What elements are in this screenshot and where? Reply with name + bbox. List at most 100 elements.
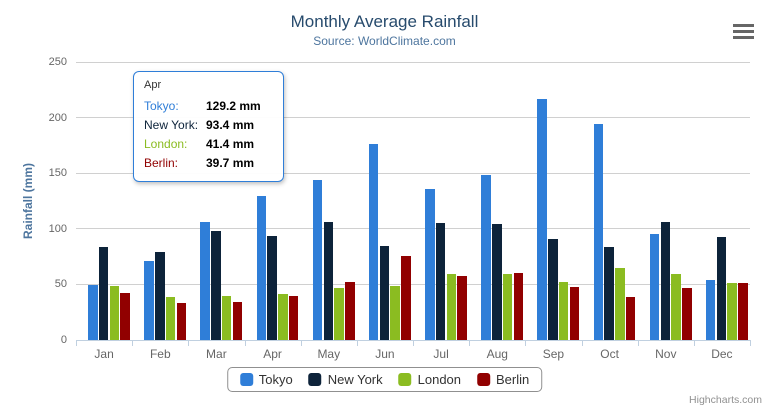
bar-berlin-jan[interactable] <box>120 292 130 340</box>
export-menu-button[interactable] <box>729 22 757 44</box>
legend-label: London <box>417 372 462 387</box>
legend-item-tokyo[interactable]: Tokyo <box>239 372 293 387</box>
x-axis-label: Feb <box>149 347 171 361</box>
bar-tokyo-oct[interactable] <box>593 124 603 340</box>
bar-new-york-oct[interactable] <box>604 247 614 340</box>
gridline <box>76 283 750 285</box>
tooltip-row: New York: 93.4 mm <box>144 116 273 135</box>
credits-link[interactable]: Highcharts.com <box>689 394 762 406</box>
bar-berlin-jun[interactable] <box>401 256 411 340</box>
x-axis-tick <box>469 341 471 346</box>
y-axis-label: 50 <box>54 278 67 291</box>
bar-tokyo-nov[interactable] <box>649 233 660 340</box>
gridline <box>76 117 750 119</box>
legend-item-london[interactable]: London <box>398 372 462 387</box>
y-axis-label: 100 <box>48 222 67 235</box>
bar-new-york-sep[interactable] <box>548 238 558 340</box>
bar-new-york-apr[interactable] <box>267 236 277 340</box>
hamburger-icon <box>732 24 754 39</box>
bar-tokyo-jul[interactable] <box>425 189 435 340</box>
bar-berlin-may[interactable] <box>345 281 355 340</box>
tooltip-series-label: Berlin: <box>144 156 179 170</box>
legend-item-berlin[interactable]: Berlin <box>477 372 529 387</box>
x-axis-tick <box>76 341 77 346</box>
x-axis-label: Sep <box>542 347 565 361</box>
bar-new-york-nov[interactable] <box>660 221 670 340</box>
x-axis-label: Jul <box>433 347 449 361</box>
bar-tokyo-may[interactable] <box>312 179 323 340</box>
tooltip-row: Tokyo: 129.2 mm <box>144 97 273 116</box>
bar-london-mar[interactable] <box>221 296 232 340</box>
x-axis-tick <box>413 341 414 346</box>
bar-tokyo-jan[interactable] <box>88 284 98 340</box>
bar-berlin-oct[interactable] <box>625 296 636 340</box>
bar-tokyo-sep[interactable] <box>537 99 547 340</box>
bar-berlin-dec[interactable] <box>738 283 748 340</box>
bar-london-jun[interactable] <box>390 286 400 340</box>
x-axis-tick <box>525 341 527 346</box>
bar-new-york-dec[interactable] <box>716 237 727 340</box>
tooltip: Apr Tokyo: 129.2 mm New York: 93.4 mm London… <box>133 71 284 182</box>
bar-berlin-feb[interactable] <box>176 303 187 340</box>
tooltip-series-value: 39.7 mm <box>206 156 255 170</box>
bar-tokyo-jun[interactable] <box>368 144 379 340</box>
y-axis-label: 250 <box>48 56 67 68</box>
legend-swatch-icon <box>308 373 322 386</box>
bar-berlin-nov[interactable] <box>682 288 692 340</box>
x-axis-label: Aug <box>486 347 508 361</box>
bar-new-york-jan[interactable] <box>98 247 109 340</box>
bar-london-jul[interactable] <box>446 274 457 340</box>
bar-berlin-sep[interactable] <box>569 287 580 340</box>
bar-london-apr[interactable] <box>278 294 288 340</box>
x-axis-label: Nov <box>655 347 677 361</box>
x-axis-tick <box>581 341 583 346</box>
bar-london-aug[interactable] <box>502 273 513 340</box>
tooltip-row: London: 41.4 mm <box>144 135 273 154</box>
bar-london-dec[interactable] <box>727 283 737 340</box>
tooltip-series-label: New York: <box>144 118 199 132</box>
legend-item-new-york[interactable]: New York <box>308 372 383 387</box>
bar-new-york-feb[interactable] <box>155 252 165 340</box>
x-axis-label: Dec <box>711 347 733 361</box>
gridline <box>76 228 750 230</box>
bar-berlin-apr[interactable] <box>288 295 299 340</box>
legend-swatch-icon <box>398 373 412 386</box>
bar-tokyo-apr[interactable] <box>256 196 266 340</box>
tooltip-row: Berlin: 39.7 mm <box>144 154 273 173</box>
bar-london-sep[interactable] <box>558 281 569 340</box>
x-axis-tick <box>188 341 190 346</box>
tooltip-series-label: Tokyo: <box>144 99 179 113</box>
bar-tokyo-feb[interactable] <box>144 260 154 340</box>
y-axis-label: 150 <box>48 167 67 180</box>
bar-new-york-may[interactable] <box>323 222 333 340</box>
bar-london-feb[interactable] <box>165 296 176 340</box>
bar-tokyo-aug[interactable] <box>481 174 491 340</box>
legend-swatch-icon <box>477 373 491 386</box>
x-axis-label: Apr <box>263 347 282 361</box>
bar-new-york-mar[interactable] <box>211 230 221 340</box>
tooltip-series-value: 93.4 mm <box>206 118 255 132</box>
tooltip-series-label: London: <box>144 137 188 151</box>
x-axis-line <box>76 340 751 341</box>
bar-london-nov[interactable] <box>671 274 681 340</box>
x-axis-label: May <box>317 347 341 361</box>
bar-berlin-jul[interactable] <box>457 276 467 340</box>
x-axis-tick <box>750 341 751 346</box>
tooltip-rows: Tokyo: 129.2 mm New York: 93.4 mm London: 41.… <box>144 97 273 173</box>
x-axis-tick <box>300 341 302 346</box>
bar-tokyo-dec[interactable] <box>705 279 716 340</box>
tooltip-series-value: 41.4 mm <box>206 137 255 151</box>
bar-tokyo-mar[interactable] <box>200 221 210 340</box>
bar-london-oct[interactable] <box>615 267 625 340</box>
x-axis-label: Oct <box>600 347 619 361</box>
bar-london-jan[interactable] <box>109 285 120 340</box>
bar-london-may[interactable] <box>334 287 344 340</box>
bar-berlin-aug[interactable] <box>513 272 524 340</box>
bar-new-york-aug[interactable] <box>492 224 502 340</box>
x-axis-label: Mar <box>206 347 227 361</box>
x-axis-tick <box>244 341 246 346</box>
bar-new-york-jun[interactable] <box>379 246 390 340</box>
bar-berlin-mar[interactable] <box>232 301 243 340</box>
bar-new-york-jul[interactable] <box>435 223 446 340</box>
